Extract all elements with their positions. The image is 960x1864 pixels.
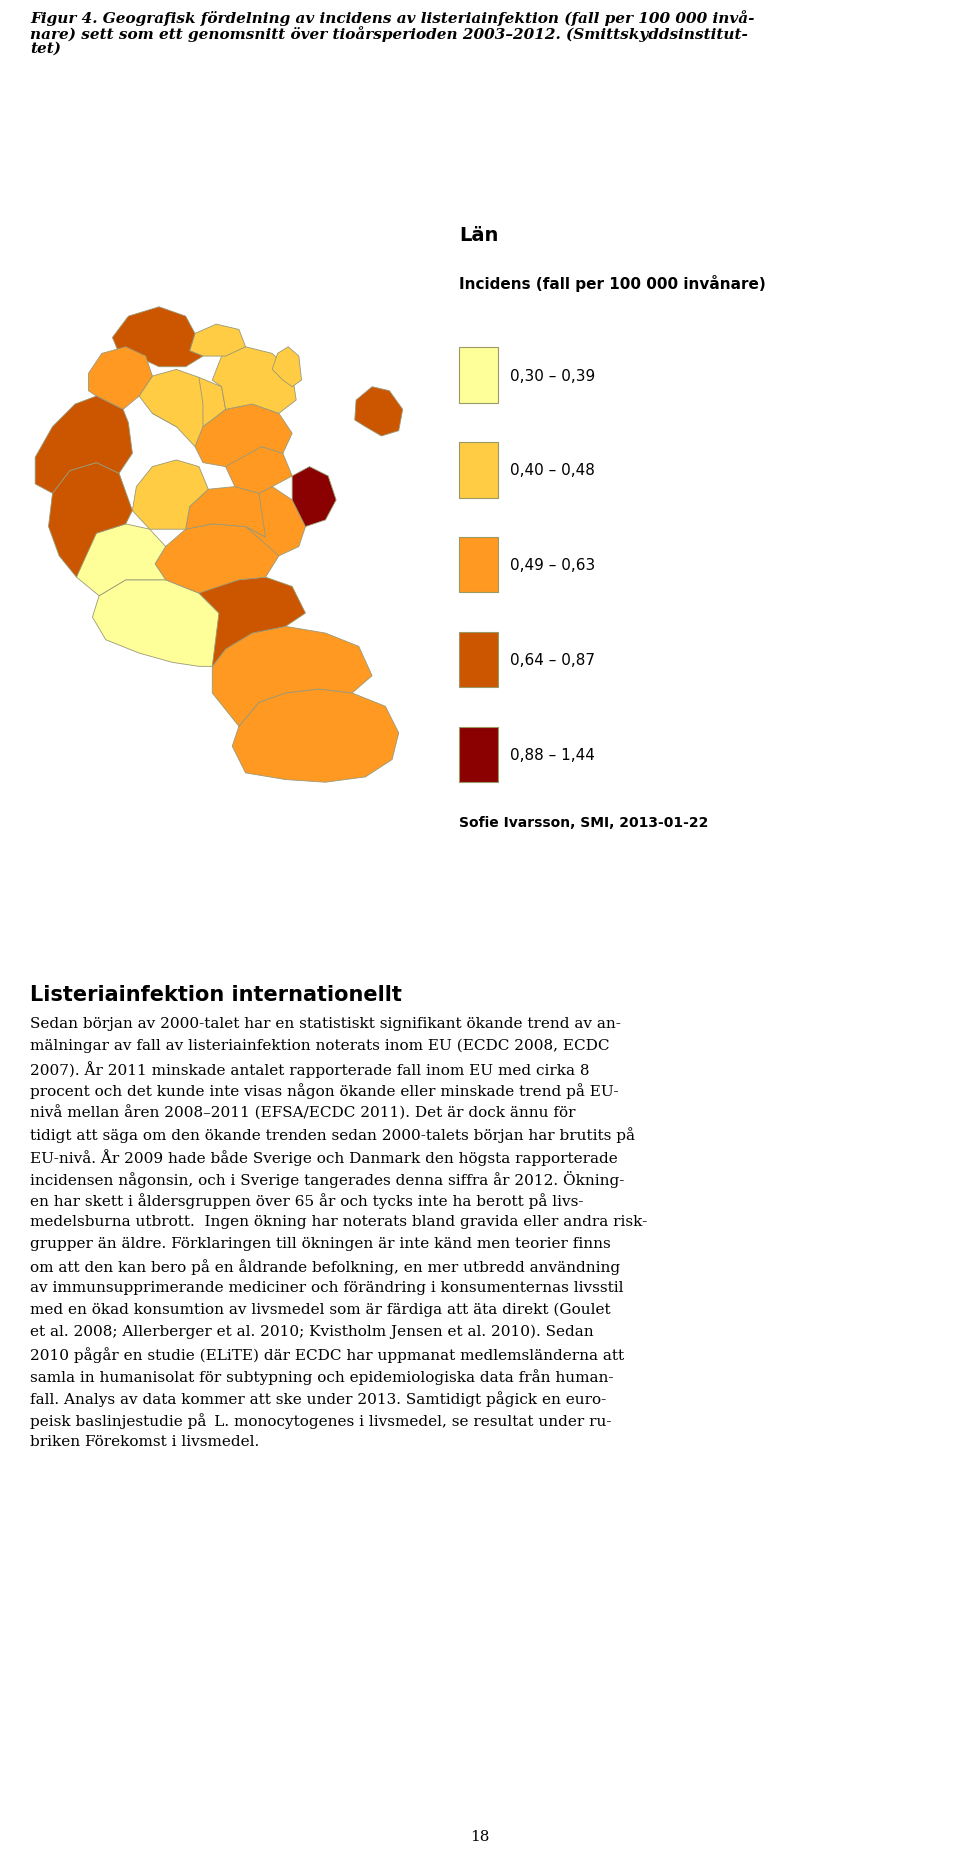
Text: nare) sett som ett genomsnitt över tioårsperioden 2003–2012. (Smittskyddsinstitu: nare) sett som ett genomsnitt över tioår…: [30, 26, 748, 41]
Bar: [459, 727, 498, 783]
Text: mälningar av fall av listeriainfektion noterats inom EU (ECDC 2008, ECDC: mälningar av fall av listeriainfektion n…: [30, 1038, 610, 1053]
Text: av immunsupprimerande mediciner och förändring i konsumenternas livsstil: av immunsupprimerande mediciner och förä…: [30, 1281, 623, 1294]
Text: 0,30 – 0,39: 0,30 – 0,39: [511, 369, 595, 384]
Text: incidensen någonsin, och i Sverige tangerades denna siffra år 2012. Ökning-: incidensen någonsin, och i Sverige tange…: [30, 1171, 624, 1187]
Polygon shape: [199, 578, 305, 667]
Text: Listeriainfektion internationellt: Listeriainfektion internationellt: [30, 984, 402, 1005]
Text: Incidens (fall per 100 000 invånare): Incidens (fall per 100 000 invånare): [459, 276, 766, 293]
Text: 0,64 – 0,87: 0,64 – 0,87: [511, 652, 595, 667]
Polygon shape: [212, 347, 297, 414]
Polygon shape: [246, 487, 305, 557]
Polygon shape: [185, 487, 273, 539]
Text: Sedan början av 2000-talet har en statistiskt signifikant ökande trend av an-: Sedan början av 2000-talet har en statis…: [30, 1016, 621, 1031]
Text: 0,40 – 0,48: 0,40 – 0,48: [511, 462, 595, 477]
Bar: [459, 632, 498, 688]
Text: med en ökad konsumtion av livsmedel som är färdiga att äta direkt (Goulet: med en ökad konsumtion av livsmedel som …: [30, 1303, 611, 1316]
Text: 18: 18: [470, 1829, 490, 1843]
Polygon shape: [49, 464, 132, 578]
Polygon shape: [92, 580, 226, 667]
Bar: [459, 537, 498, 593]
Text: en har skett i åldersgruppen över 65 år och tycks inte ha berott på livs-: en har skett i åldersgruppen över 65 år …: [30, 1193, 584, 1208]
Polygon shape: [155, 524, 278, 595]
Text: nivå mellan åren 2008–2011 (EFSA/ECDC 2011). Det är dock ännu för: nivå mellan åren 2008–2011 (EFSA/ECDC 20…: [30, 1103, 575, 1120]
Text: EU-nivå. År 2009 hade både Sverige och Danmark den högsta rapporterade: EU-nivå. År 2009 hade både Sverige och D…: [30, 1148, 617, 1165]
Polygon shape: [139, 371, 203, 447]
Text: medelsburna utbrott.  Ingen ökning har noterats bland gravida eller andra risk-: medelsburna utbrott. Ingen ökning har no…: [30, 1213, 647, 1228]
Polygon shape: [273, 347, 301, 388]
Text: peisk baslinjestudie på  L. monocytogenes i livsmedel, se resultat under ru-: peisk baslinjestudie på L. monocytogenes…: [30, 1413, 612, 1428]
Text: grupper än äldre. Förklaringen till ökningen är inte känd men teorier finns: grupper än äldre. Förklaringen till ökni…: [30, 1236, 611, 1251]
Text: Län: Län: [459, 226, 499, 244]
Text: et al. 2008; Allerberger et al. 2010; Kvistholm Jensen et al. 2010). Sedan: et al. 2008; Allerberger et al. 2010; Kv…: [30, 1323, 593, 1338]
Polygon shape: [355, 388, 402, 436]
Polygon shape: [88, 347, 153, 410]
Polygon shape: [36, 397, 132, 494]
Text: 2007). År 2011 minskade antalet rapporterade fall inom EU med cirka 8: 2007). År 2011 minskade antalet rapporte…: [30, 1061, 589, 1077]
Polygon shape: [226, 447, 292, 494]
Text: tet): tet): [30, 43, 61, 56]
Bar: [459, 444, 498, 498]
Text: Sofie Ivarsson, SMI, 2013-01-22: Sofie Ivarsson, SMI, 2013-01-22: [459, 816, 708, 829]
Text: 2010 pågår en studie (ELiTE) där ECDC har uppmanat medlemsländerna att: 2010 pågår en studie (ELiTE) där ECDC ha…: [30, 1346, 624, 1363]
Polygon shape: [77, 524, 166, 596]
Polygon shape: [292, 468, 336, 528]
Polygon shape: [212, 626, 372, 727]
Bar: [459, 349, 498, 403]
Text: samla in humanisolat för subtypning och epidemiologiska data från human-: samla in humanisolat för subtypning och …: [30, 1368, 613, 1385]
Text: om att den kan bero på en åldrande befolkning, en mer utbredd användning: om att den kan bero på en åldrande befol…: [30, 1258, 620, 1275]
Text: 0,88 – 1,44: 0,88 – 1,44: [511, 747, 595, 762]
Polygon shape: [232, 690, 398, 783]
Text: procent och det kunde inte visas någon ökande eller minskade trend på EU-: procent och det kunde inte visas någon ö…: [30, 1083, 618, 1098]
Polygon shape: [153, 378, 226, 427]
Text: fall. Analys av data kommer att ske under 2013. Samtidigt pågick en euro-: fall. Analys av data kommer att ske unde…: [30, 1391, 607, 1405]
Text: 0,49 – 0,63: 0,49 – 0,63: [511, 557, 595, 572]
Text: tidigt att säga om den ökande trenden sedan 2000-talets början har brutits på: tidigt att säga om den ökande trenden se…: [30, 1126, 635, 1143]
Polygon shape: [132, 460, 208, 529]
Text: briken Förekomst i livsmedel.: briken Förekomst i livsmedel.: [30, 1433, 259, 1448]
Polygon shape: [112, 308, 203, 367]
Text: Figur 4. Geografisk fördelning av incidens av listeriainfektion (fall per 100 00: Figur 4. Geografisk fördelning av incide…: [30, 9, 755, 26]
Polygon shape: [195, 404, 292, 468]
Polygon shape: [190, 324, 246, 356]
